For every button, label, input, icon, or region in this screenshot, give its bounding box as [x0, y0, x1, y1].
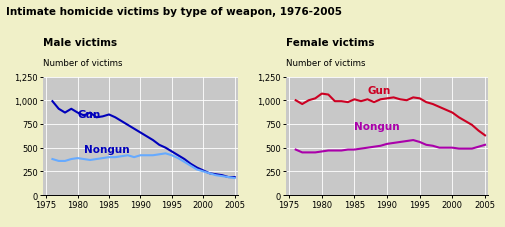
Text: Female victims: Female victims: [285, 38, 374, 48]
Text: Nongun: Nongun: [354, 121, 399, 131]
Text: Gun: Gun: [367, 85, 390, 95]
Text: Intimate homicide victims by type of weapon, 1976-2005: Intimate homicide victims by type of wea…: [6, 7, 341, 17]
Text: Number of victims: Number of victims: [285, 59, 365, 68]
Text: Number of victims: Number of victims: [43, 59, 122, 68]
Text: Nongun: Nongun: [84, 144, 129, 154]
Text: Gun: Gun: [77, 110, 100, 120]
Text: Male victims: Male victims: [43, 38, 117, 48]
